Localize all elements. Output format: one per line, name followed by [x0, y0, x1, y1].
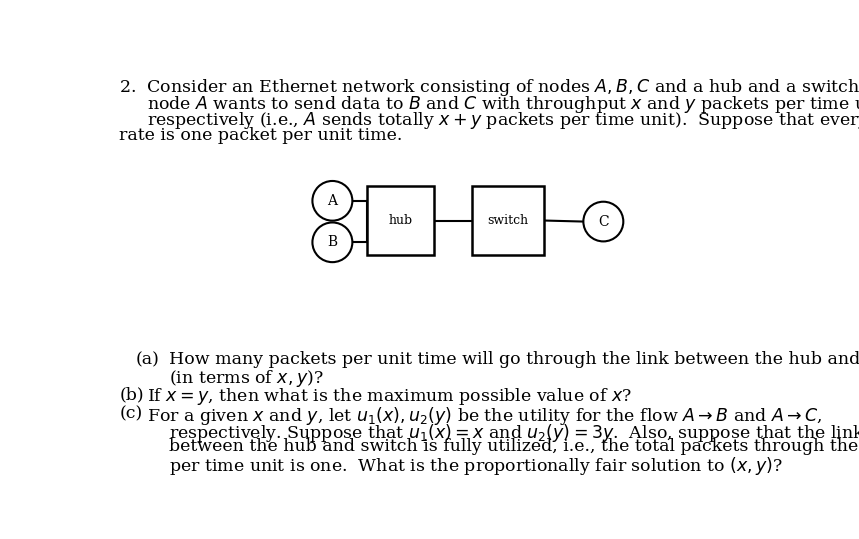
Text: (b): (b): [119, 386, 144, 403]
Text: respectively. Suppose that $u_1(x) = x$ and $u_2(y) = 3y$.  Also, suppose that t: respectively. Suppose that $u_1(x) = x$ …: [168, 421, 859, 444]
Ellipse shape: [313, 181, 352, 220]
Ellipse shape: [583, 202, 624, 241]
Text: rate is one packet per unit time.: rate is one packet per unit time.: [119, 127, 403, 144]
Text: If $x = y$, then what is the maximum possible value of $x$?: If $x = y$, then what is the maximum pos…: [148, 386, 632, 407]
Ellipse shape: [313, 223, 352, 262]
Text: For a given $x$ and $y$, let $u_1(x), u_2(y)$ be the utility for the flow $A \to: For a given $x$ and $y$, let $u_1(x), u_…: [148, 405, 823, 427]
Text: (in terms of $x, y$)?: (in terms of $x, y$)?: [168, 368, 323, 389]
Text: hub: hub: [388, 214, 412, 227]
Text: 2.  Consider an Ethernet network consisting of nodes $A, B, C$ and a hub and a s: 2. Consider an Ethernet network consisti…: [119, 77, 859, 98]
Bar: [367, 186, 434, 255]
Text: (c): (c): [119, 405, 143, 422]
Text: B: B: [327, 236, 338, 250]
Text: C: C: [598, 215, 609, 229]
Text: (a): (a): [136, 351, 159, 368]
Text: switch: switch: [488, 214, 528, 227]
Text: node $A$ wants to send data to $B$ and $C$ with throughput $x$ and $y$ packets p: node $A$ wants to send data to $B$ and $…: [148, 94, 859, 115]
Text: A: A: [327, 194, 338, 208]
Text: per time unit is one.  What is the proportionally fair solution to $(x, y)$?: per time unit is one. What is the propor…: [168, 455, 783, 477]
Bar: [472, 186, 544, 255]
Text: between the hub and switch is fully utilized, i.e., the total packets through th: between the hub and switch is fully util…: [168, 438, 859, 455]
Text: respectively (i.e., $A$ sends totally $x+y$ packets per time unit).  Suppose tha: respectively (i.e., $A$ sends totally $x…: [148, 110, 859, 132]
Text: How many packets per unit time will go through the link between the hub and swit: How many packets per unit time will go t…: [168, 351, 859, 368]
